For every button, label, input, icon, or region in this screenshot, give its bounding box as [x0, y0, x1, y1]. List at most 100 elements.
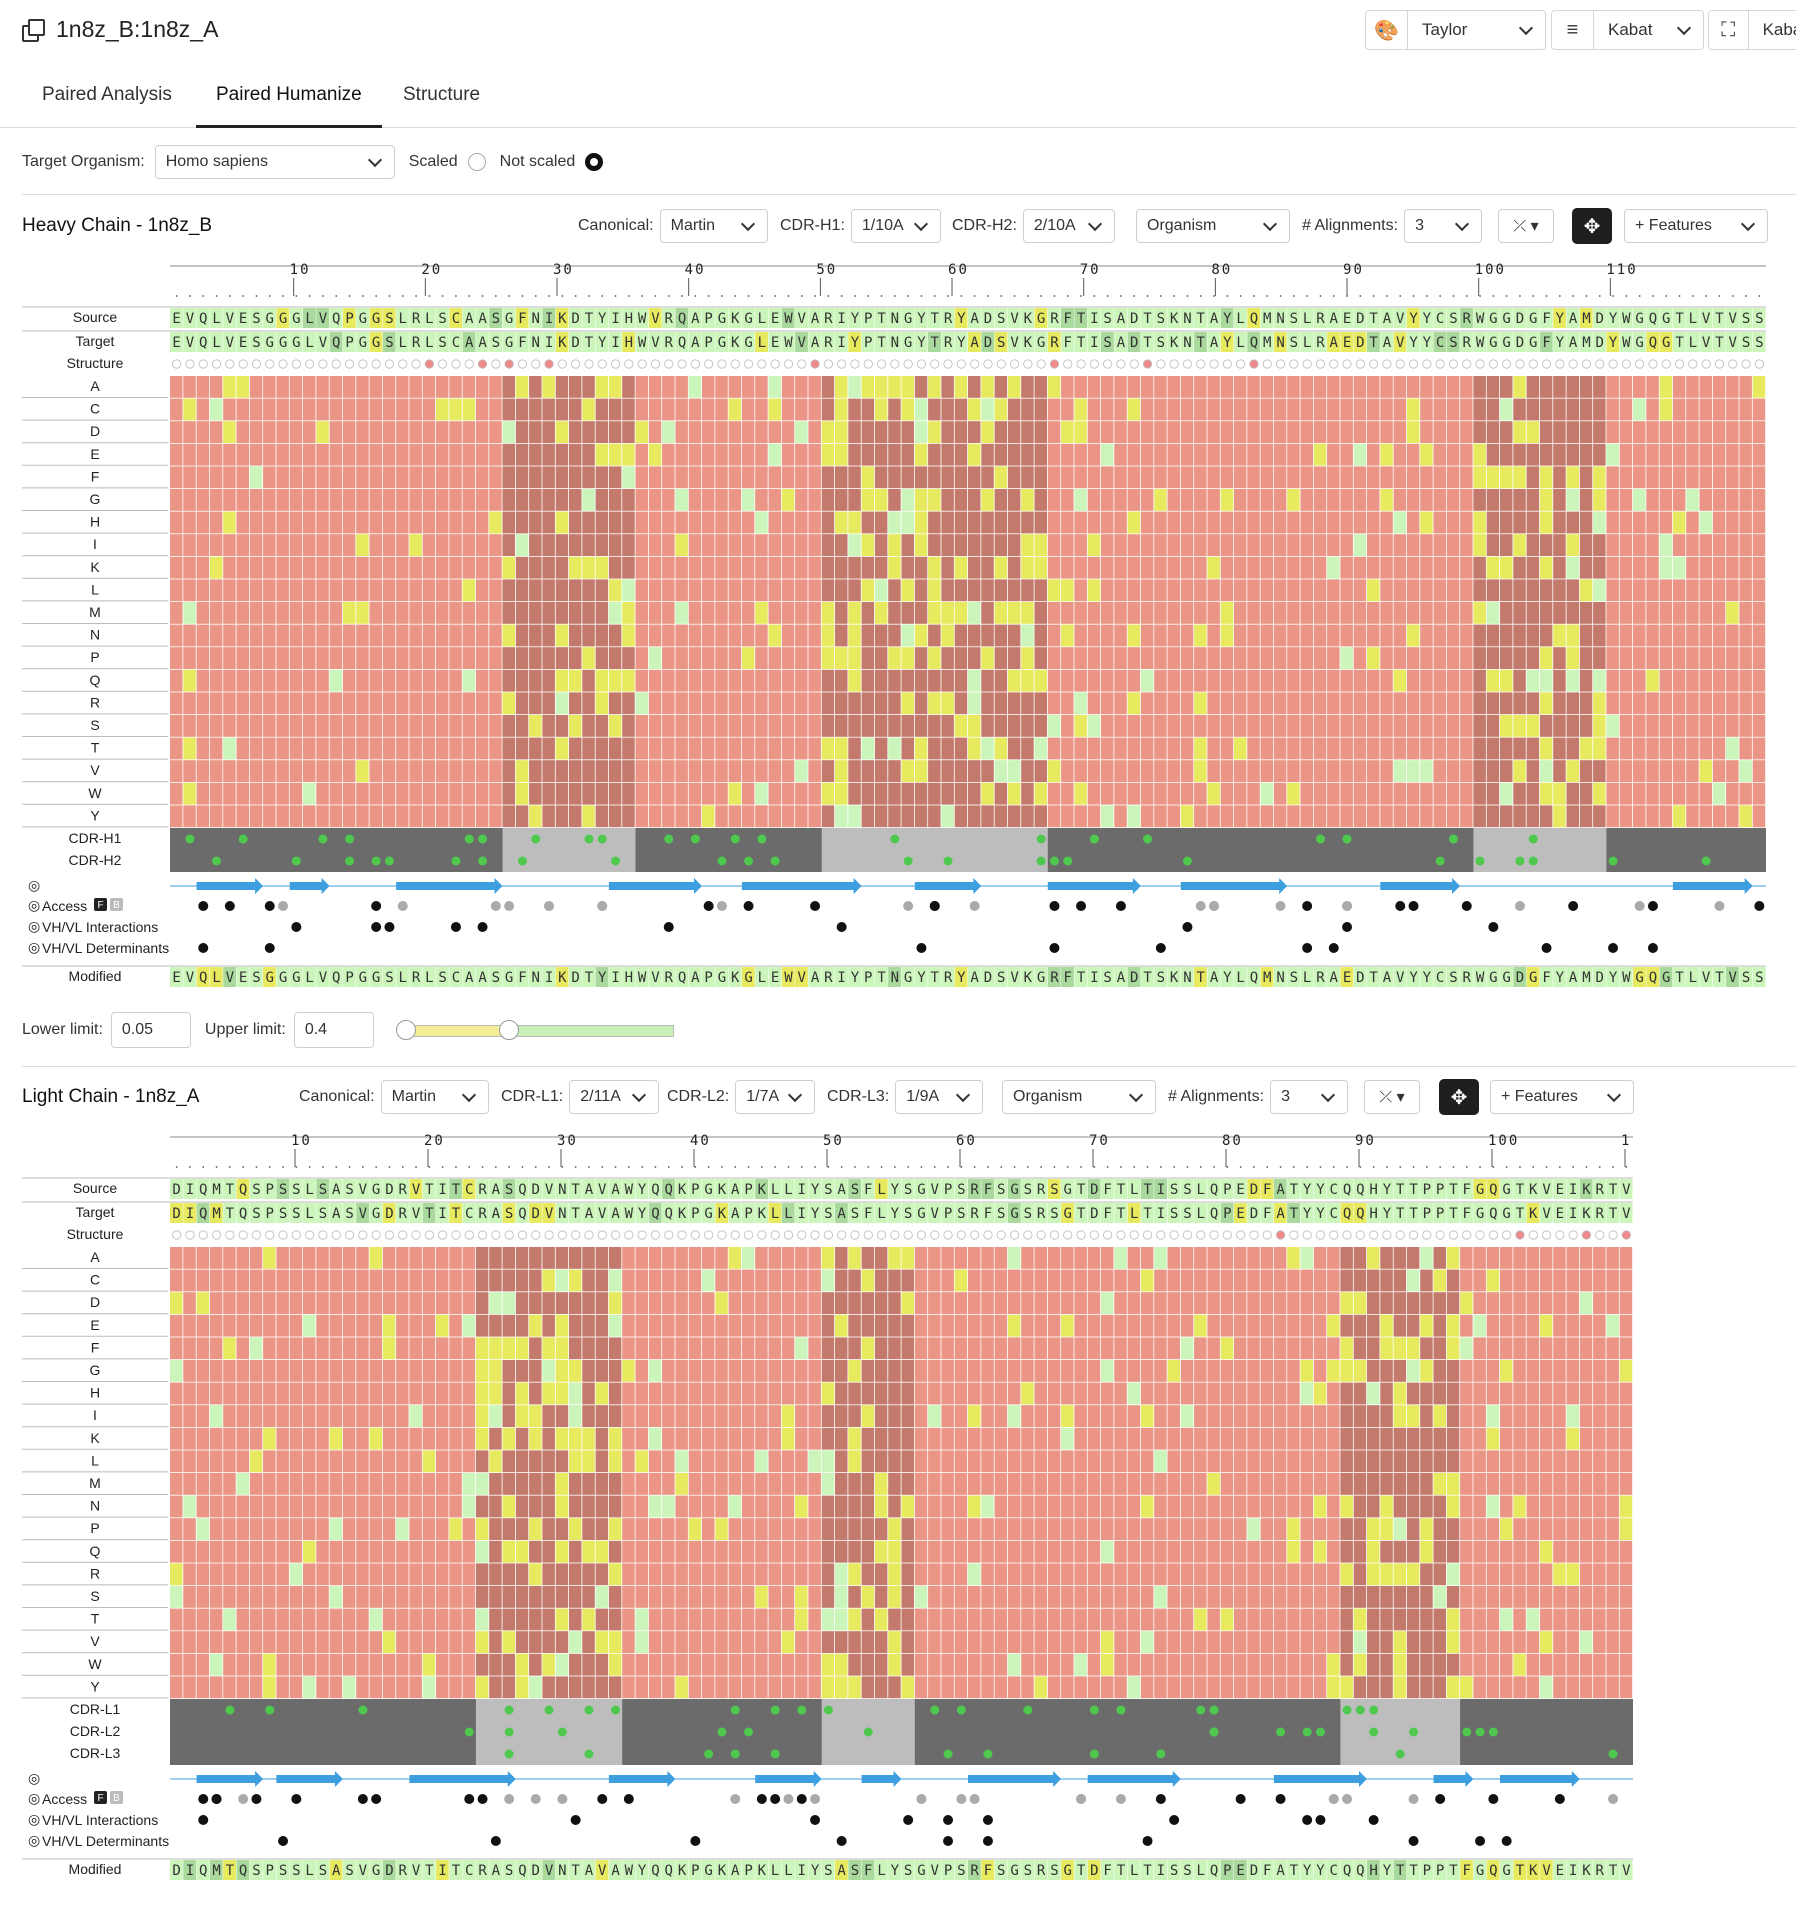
- source-cell: [1606, 1179, 1620, 1199]
- heatmap-cell: [835, 624, 848, 647]
- heatmap-cell: [741, 782, 755, 805]
- ruler-tick-label: 90: [1343, 262, 1364, 278]
- heatmap-cell: [768, 602, 781, 624]
- tab-paired-analysis[interactable]: Paired Analysis: [42, 84, 172, 105]
- source-residue: G: [744, 311, 752, 327]
- move-icon[interactable]: ✥: [1572, 208, 1612, 244]
- heatmap-cell: [1420, 534, 1433, 556]
- cdr-l1-select[interactable]: 2/11A: [569, 1080, 660, 1114]
- chevron-down-icon: [1740, 216, 1756, 231]
- structure-marker: [477, 359, 488, 369]
- access-dot: [716, 901, 727, 911]
- heatmap-cell: [688, 489, 702, 511]
- access-dot: [198, 901, 209, 911]
- heatmap-cell: [1194, 692, 1207, 715]
- upper-knob[interactable]: [498, 1020, 519, 1040]
- source-residue: S: [252, 311, 260, 327]
- heavy-alignments-select[interactable]: 3: [1404, 209, 1483, 243]
- target-cell: [968, 1203, 981, 1223]
- move-icon[interactable]: ✥: [1439, 1079, 1479, 1115]
- source-residue: G: [1489, 311, 1497, 327]
- light-features-select[interactable]: + Features: [1490, 1080, 1634, 1114]
- heatmap-cell: [821, 466, 835, 489]
- access-dot: [1049, 901, 1060, 911]
- source-cell: [1300, 308, 1314, 328]
- structure-marker: [238, 359, 248, 369]
- heatmap-cell: [1061, 715, 1074, 737]
- heatmap-cell: [928, 602, 941, 624]
- heatmap-cell: [622, 669, 635, 692]
- ruler-dot: [893, 1166, 896, 1168]
- cdr-l3-select[interactable]: 1/9A: [895, 1080, 984, 1114]
- source-cell: [1566, 1179, 1580, 1199]
- copy-icon[interactable]: [22, 18, 45, 42]
- tab-paired-humanize[interactable]: Paired Humanize: [196, 70, 382, 128]
- target-cell: [489, 332, 502, 352]
- heavy-organism-select[interactable]: Organism: [1136, 209, 1290, 243]
- source-residue: P: [1436, 1182, 1444, 1198]
- heatmap-cell: [196, 398, 210, 421]
- heatmap-cell: [1420, 715, 1433, 737]
- heatmap-cell: [1327, 511, 1340, 534]
- heatmap-cell: [808, 1360, 821, 1382]
- heatmap-cell: [1260, 1337, 1274, 1360]
- lower-knob[interactable]: [395, 1020, 416, 1040]
- limit-range-slider[interactable]: [395, 1020, 676, 1040]
- heatmap-cell: [1260, 1314, 1274, 1337]
- heatmap-cell: [1593, 669, 1606, 692]
- heatmap-cell: [1433, 489, 1446, 511]
- heavy-dna-select[interactable]: ⤫ ▾: [1498, 208, 1554, 244]
- heatmap-cell: [1154, 556, 1167, 579]
- heatmap-cell: [622, 376, 635, 398]
- dna-toggle[interactable]: ⤫ ▾: [1498, 209, 1554, 243]
- ruler-dot: [627, 1166, 630, 1168]
- tab-structure[interactable]: Structure: [403, 84, 481, 105]
- source-residue: Q: [651, 1182, 659, 1198]
- light-alignments-select[interactable]: 3: [1270, 1080, 1349, 1114]
- structure-marker: [1422, 359, 1432, 369]
- color-scheme-select[interactable]: 🎨 Taylor: [1365, 10, 1546, 50]
- heatmap-cell: [263, 579, 276, 602]
- target-residue: K: [1170, 335, 1179, 351]
- scaled-radio[interactable]: [467, 153, 486, 171]
- dna-toggle[interactable]: ⤫ ▾: [1364, 1080, 1420, 1114]
- not-scaled-radio[interactable]: [585, 153, 604, 171]
- numbering-select[interactable]: ≡ Kabat: [1551, 10, 1704, 50]
- light-dna-select[interactable]: ⤫ ▾: [1364, 1079, 1420, 1115]
- modified-residue: L: [1236, 970, 1244, 986]
- source-cell: [1579, 308, 1593, 328]
- cdr-h1-select[interactable]: 1/10A: [850, 209, 941, 243]
- source-residue: V: [226, 311, 235, 327]
- heatmap-cell: [1433, 805, 1446, 828]
- heatmap-cell: [715, 443, 728, 466]
- heatmap-cell: [1539, 737, 1553, 760]
- heatmap-cell: [662, 737, 675, 760]
- modified-residue: A: [465, 970, 474, 986]
- modified-residue: P: [864, 970, 872, 986]
- heatmap-cell: [396, 1292, 409, 1314]
- lower-limit-input[interactable]: 0.05: [110, 1012, 191, 1048]
- heatmap-cell: [914, 692, 928, 715]
- expand-numbering-select[interactable]: ⛶ Kabat: [1708, 10, 1796, 50]
- structure-marker: [757, 359, 767, 369]
- target-organism-select[interactable]: Homo sapiens: [154, 145, 395, 179]
- target-residue: A: [1210, 335, 1219, 351]
- heavy-features-select[interactable]: + Features: [1624, 209, 1768, 243]
- light-organism-select[interactable]: Organism: [1002, 1080, 1156, 1114]
- heatmap-cell: [1513, 1269, 1526, 1292]
- heavy-canonical-select[interactable]: Martin: [659, 209, 768, 243]
- heatmap-cell: [356, 1292, 369, 1314]
- target-cell: [781, 332, 795, 352]
- target-residue: H: [625, 335, 633, 351]
- target-residue: W: [625, 1206, 634, 1222]
- light-canonical-select[interactable]: Martin: [380, 1080, 489, 1114]
- heatmap-cell: [702, 760, 715, 782]
- alignments-label: # Alignments:: [1302, 217, 1399, 234]
- target-cell: [1353, 332, 1367, 352]
- heatmap-cell: [569, 1247, 582, 1269]
- cdr-h2-select[interactable]: 2/10A: [1022, 209, 1115, 243]
- cdr-l2-select[interactable]: 1/7A: [735, 1080, 816, 1114]
- heatmap-cell: [1247, 647, 1260, 669]
- source-cell: [1140, 1179, 1154, 1199]
- upper-limit-input[interactable]: 0.4: [293, 1012, 374, 1048]
